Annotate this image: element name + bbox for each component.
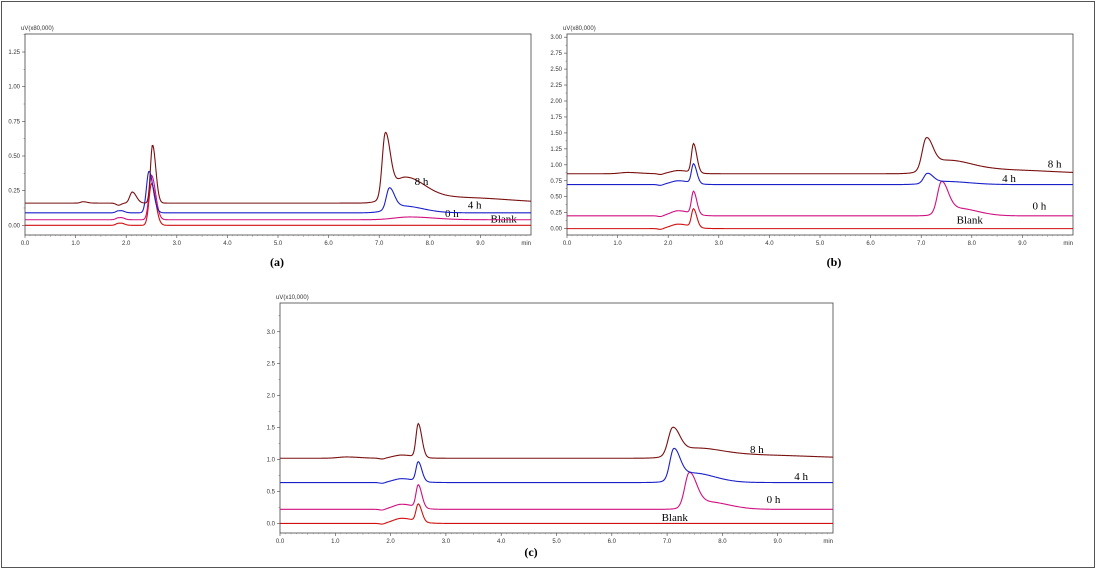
series-label-0-h: 0 h (767, 494, 781, 506)
y-axis-unit: uV(x80,000) (563, 26, 596, 32)
x-tick-label: 9.0 (476, 241, 485, 247)
trace-blank (25, 182, 531, 226)
trace-blank (280, 503, 833, 525)
series-label-4-h: 4 h (794, 471, 808, 483)
panel-caption: (a) (270, 255, 284, 269)
y-tick-label: 1.5 (267, 426, 276, 432)
trace-4-h (25, 170, 531, 214)
series-label-8-h: 8 h (750, 444, 764, 456)
series-label-4-h: 4 h (1002, 173, 1016, 185)
x-tick-label: 6.0 (608, 539, 617, 545)
trace-8-h (567, 136, 1074, 176)
trace-0-h (280, 471, 833, 511)
series-label-8-h: 8 h (415, 176, 429, 188)
y-tick-label: 1.00 (8, 85, 20, 91)
y-tick-label: 2.0 (267, 394, 276, 400)
trace-0-h (567, 180, 1073, 218)
x-tick-label: 3.0 (442, 539, 451, 545)
x-tick-label: 5.0 (274, 241, 283, 247)
x-axis-unit: min (1063, 241, 1073, 247)
series-label-blank: Blank (957, 215, 984, 227)
x-tick-label: 8.0 (968, 241, 977, 247)
y-tick-label: 0.5 (267, 489, 276, 495)
x-tick-label: 6.0 (324, 241, 333, 247)
x-tick-label: 5.0 (816, 241, 825, 247)
x-tick-label: 7.0 (375, 241, 384, 247)
x-tick-label: 6.0 (866, 241, 875, 247)
x-tick-label: 1.0 (613, 241, 622, 247)
series-label-0-h: 0 h (445, 208, 459, 220)
y-axis-unit: uV(x80,000) (21, 26, 54, 32)
x-tick-label: 9.0 (1018, 241, 1027, 247)
y-tick-label: 0.75 (8, 119, 20, 125)
y-tick-label: 1.0 (267, 458, 276, 464)
x-tick-label: 0.0 (563, 241, 572, 247)
y-tick-label: 1.50 (550, 131, 562, 137)
y-tick-label: 1.25 (550, 147, 562, 153)
y-tick-label: 0.25 (8, 189, 20, 195)
x-tick-label: 2.0 (122, 241, 131, 247)
x-tick-label: 4.0 (223, 241, 232, 247)
x-tick-label: 2.0 (386, 539, 395, 545)
y-tick-label: 3.00 (550, 35, 562, 41)
trace-4-h (567, 162, 1073, 186)
x-tick-label: 1.0 (71, 241, 80, 247)
x-tick-label: 3.0 (173, 241, 182, 247)
x-tick-label: 0.0 (21, 241, 30, 247)
series-label-blank: Blank (662, 512, 689, 524)
x-axis-unit: min (521, 241, 531, 247)
y-tick-label: 1.00 (550, 163, 562, 169)
y-tick-label: 2.50 (550, 67, 562, 73)
y-axis-unit: uV(x10,000) (276, 295, 309, 301)
x-tick-label: 3.0 (715, 241, 724, 247)
y-tick-label: 0.0 (267, 521, 276, 527)
x-tick-label: 4.0 (765, 241, 774, 247)
y-tick-label: 0.00 (550, 227, 562, 233)
y-tick-label: 3.0 (267, 330, 276, 336)
x-tick-label: 7.0 (663, 539, 672, 545)
y-tick-label: 1.75 (550, 115, 562, 121)
y-tick-label: 2.5 (267, 362, 276, 368)
plot-area-c (279, 302, 834, 534)
trace-8-h (25, 131, 532, 206)
y-tick-label: 1.25 (8, 50, 20, 56)
x-tick-label: 8.0 (426, 241, 435, 247)
y-tick-label: 2.25 (550, 83, 562, 89)
panel-caption: (b) (827, 255, 842, 269)
trace-8-h (280, 422, 834, 460)
panel-caption: (c) (524, 545, 537, 559)
y-tick-label: 0.50 (550, 195, 562, 201)
series-label-4-h: 4 h (468, 200, 482, 212)
trace-blank (567, 207, 1073, 230)
y-tick-label: 2.00 (550, 99, 562, 105)
trace-0-h (25, 174, 531, 221)
x-tick-label: 9.0 (774, 539, 783, 545)
y-tick-label: 2.75 (550, 51, 562, 57)
x-tick-label: 7.0 (917, 241, 926, 247)
y-tick-label: 0.25 (550, 211, 562, 217)
x-tick-label: 5.0 (552, 539, 561, 545)
y-tick-label: 0.50 (8, 154, 20, 160)
series-label-8-h: 8 h (1048, 158, 1062, 170)
x-tick-label: 8.0 (718, 539, 727, 545)
x-tick-label: 0.0 (276, 539, 285, 545)
x-axis-unit: min (823, 539, 833, 545)
trace-4-h (280, 447, 833, 484)
plot-area-b (566, 33, 1074, 236)
plot-area-a (24, 33, 532, 236)
y-tick-label: 0.00 (8, 223, 20, 229)
x-tick-label: 2.0 (664, 241, 673, 247)
x-tick-label: 4.0 (497, 539, 506, 545)
y-tick-label: 0.75 (550, 179, 562, 185)
series-label-0-h: 0 h (1033, 200, 1047, 212)
x-tick-label: 1.0 (331, 539, 340, 545)
